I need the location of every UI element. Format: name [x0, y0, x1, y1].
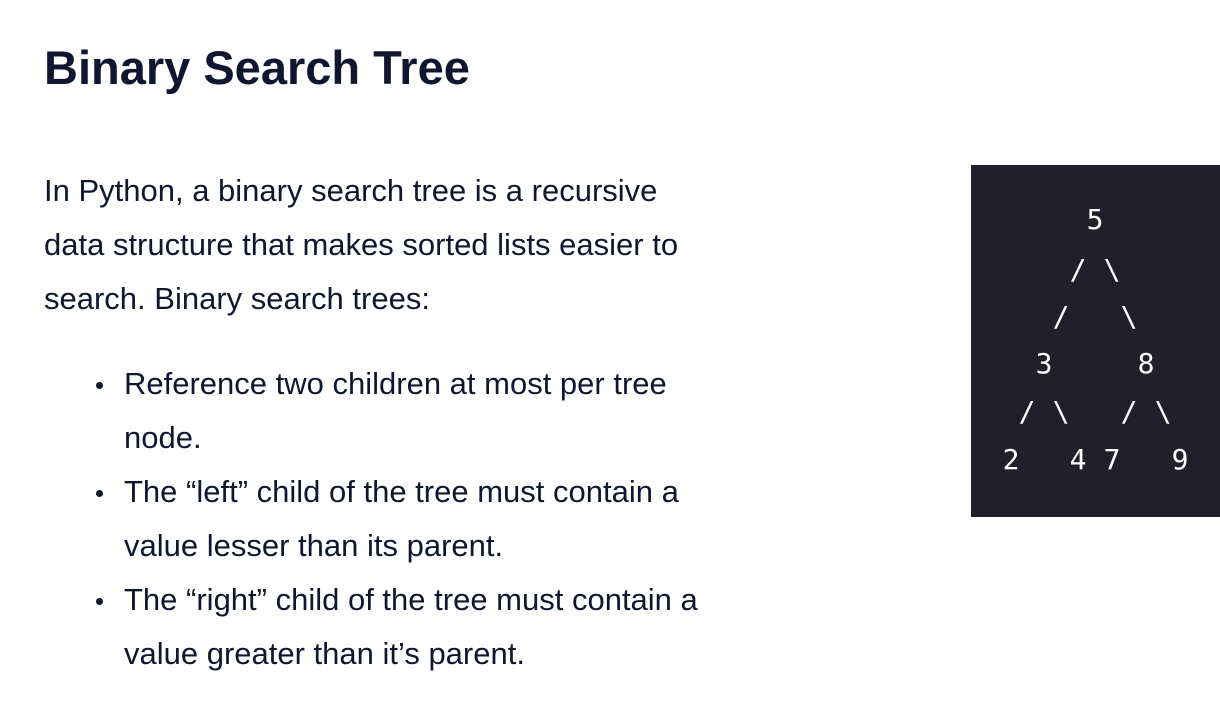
intro-line: data structure that makes sorted lists e… — [44, 227, 679, 262]
tree-code-block: 5 / \ / \ 3 8 / \ / \ 2 4 7 9 — [971, 165, 1220, 517]
bullet-list: Reference two children at most per tree … — [44, 357, 698, 681]
list-item-line: value lesser than its parent. — [124, 528, 504, 563]
intro-paragraph: In Python, a binary search tree is a rec… — [44, 164, 804, 326]
bullet-dot-icon — [96, 598, 103, 605]
tree-edge-backslash: \ — [1103, 253, 1121, 286]
tree-node-leaf: 2 — [1002, 443, 1020, 476]
bullet-dot-icon — [96, 490, 103, 497]
bullet-dot-icon — [96, 382, 103, 389]
tree-edge-slash: / — [1018, 395, 1036, 428]
intro-line: search. Binary search trees: — [44, 281, 430, 316]
tree-node-left: 3 — [1035, 347, 1053, 380]
list-item-line: Reference two children at most per tree — [124, 366, 667, 401]
tree-node-leaf: 7 — [1103, 443, 1121, 476]
list-item-line: node. — [124, 420, 202, 455]
list-item-line: The “left” child of the tree must contai… — [124, 474, 679, 509]
tree-edge-backslash: \ — [1120, 300, 1138, 333]
intro-line: In Python, a binary search tree is a rec… — [44, 173, 658, 208]
tree-node-root: 5 — [1086, 203, 1104, 236]
list-item-line: The “right” child of the tree must conta… — [124, 582, 698, 617]
tree-node-leaf: 4 — [1069, 443, 1087, 476]
list-item: Reference two children at most per tree … — [44, 357, 698, 465]
list-item-line: value greater than it’s parent. — [124, 636, 525, 671]
tree-edge-backslash: \ — [1154, 395, 1172, 428]
list-item: The “right” child of the tree must conta… — [44, 573, 698, 681]
tree-edge-slash: / — [1120, 395, 1138, 428]
tree-edge-backslash: \ — [1052, 395, 1070, 428]
list-item: The “left” child of the tree must contai… — [44, 465, 698, 573]
tree-edge-slash: / — [1052, 300, 1070, 333]
tree-node-leaf: 9 — [1171, 443, 1189, 476]
tree-node-right: 8 — [1137, 347, 1155, 380]
page-title: Binary Search Tree — [44, 41, 470, 94]
tree-edge-slash: / — [1069, 253, 1087, 286]
